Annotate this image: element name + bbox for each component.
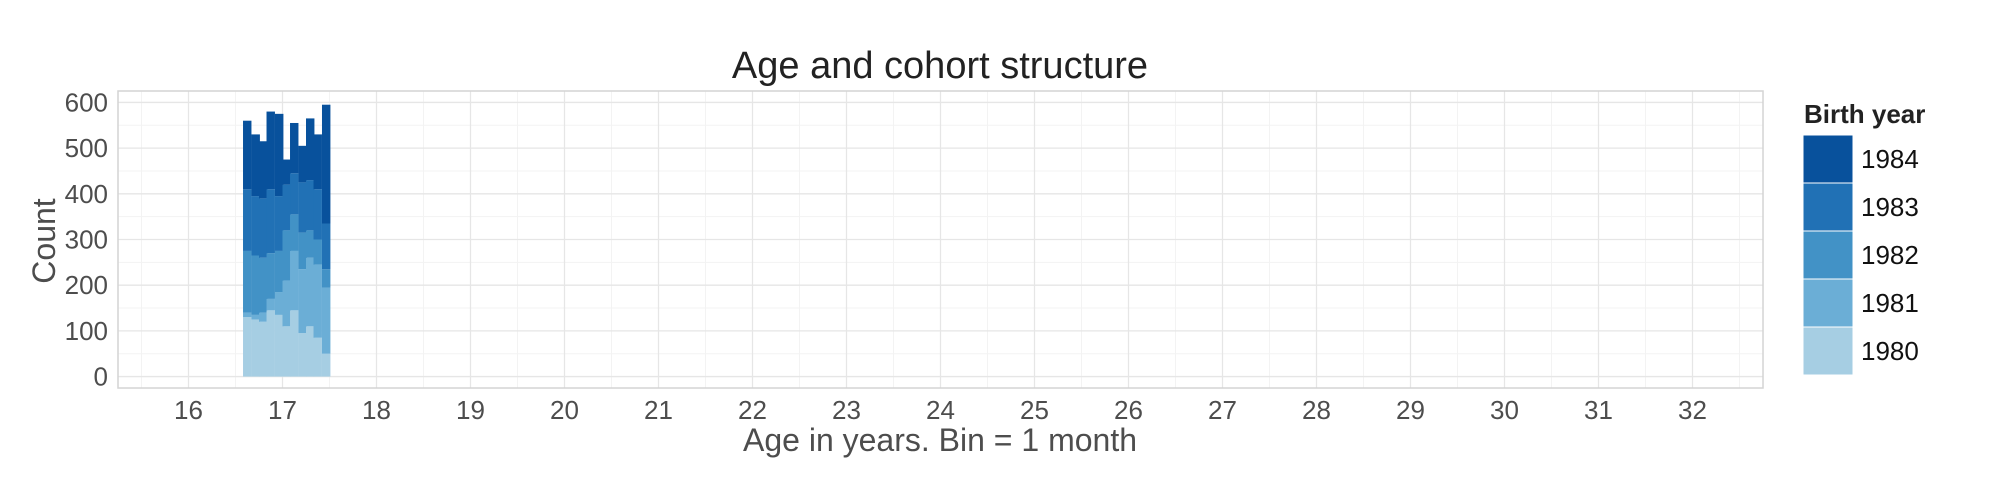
bar-segment-1983: [266, 189, 275, 254]
y-tick-label: 100: [65, 316, 108, 346]
legend: 1984 1983 1982 1981 1980: [1802, 134, 1919, 376]
bar-segment-1981: [266, 298, 275, 311]
bar-segment-1980: [251, 319, 260, 377]
legend-label-1983: 1983: [1861, 192, 1919, 222]
bar-segment-1980: [243, 317, 252, 377]
bar-segment-1984: [266, 111, 275, 190]
y-tick-label: 300: [65, 225, 108, 255]
bar-segment-1980: [259, 321, 268, 377]
bar-segment-1983: [313, 189, 322, 240]
bar-segment-1980: [274, 314, 284, 377]
bar-segment-1982: [306, 230, 315, 258]
x-tick-label: 28: [1302, 395, 1331, 425]
bar-segment-1983: [321, 223, 331, 270]
bar-segment-1981: [290, 250, 299, 311]
y-axis-title: Count: [26, 198, 62, 284]
y-tick-label: 200: [65, 270, 108, 300]
legend-key-1982: [1802, 230, 1854, 280]
bar-segment-1982: [243, 250, 252, 313]
bar-segment-1980: [282, 326, 291, 377]
bar-segment-1983: [274, 196, 284, 251]
bar-segment-1983: [298, 182, 307, 233]
bar-segment-1981: [243, 312, 252, 318]
bar-segment-1984: [306, 118, 315, 181]
bar-segment-1984: [274, 113, 284, 197]
legend-key-1980: [1802, 326, 1854, 376]
x-tick-label: 23: [832, 395, 861, 425]
bar-segment-1980: [266, 310, 275, 377]
bar-segment-1984: [313, 134, 322, 190]
bar-segment-1982: [251, 255, 260, 315]
legend-key-1984: [1802, 134, 1854, 184]
bar-segment-1984: [259, 141, 268, 199]
legend-label-1980: 1980: [1861, 336, 1919, 366]
bar-segment-1983: [282, 184, 291, 231]
bar-segment-1981: [298, 269, 307, 334]
bar-segment-1984: [321, 104, 331, 224]
bar-segment-1981: [321, 287, 331, 354]
bar-segment-1981: [274, 292, 284, 315]
bar-segment-1981: [259, 312, 268, 322]
bar-segment-1981: [282, 280, 291, 327]
x-tick-label: 24: [926, 395, 955, 425]
x-tick-label: 30: [1490, 395, 1519, 425]
x-tick-label: 19: [456, 395, 485, 425]
y-tick-label: 400: [65, 179, 108, 209]
legend-title: Birth year: [1804, 99, 1925, 129]
x-axis-title: Age in years. Bin = 1 month: [743, 422, 1137, 458]
y-tick-label: 0: [94, 362, 108, 392]
x-tick-label: 26: [1114, 395, 1143, 425]
x-tick-label: 18: [362, 395, 391, 425]
bar-segment-1981: [251, 314, 260, 320]
legend-label-1984: 1984: [1861, 144, 1919, 174]
y-tick-label: 500: [65, 133, 108, 163]
x-tick-label: 29: [1396, 395, 1425, 425]
bar-segment-1984: [243, 120, 252, 190]
bar-segment-1983: [290, 173, 299, 215]
bar-segment-1983: [306, 180, 315, 231]
bar-segment-1982: [290, 214, 299, 251]
bar-segment-1984: [298, 145, 307, 183]
bar-segment-1982: [282, 230, 291, 281]
panel-border: [117, 90, 1764, 389]
bar-segment-1982: [313, 239, 322, 265]
bar-segment-1982: [266, 253, 275, 299]
x-tick-label: 16: [174, 395, 203, 425]
legend-key-1981: [1802, 278, 1854, 328]
bar-segment-1984: [251, 134, 260, 197]
chart-title: Age and cohort structure: [732, 45, 1148, 87]
x-tick-label: 31: [1584, 395, 1613, 425]
bar-segment-1983: [251, 196, 260, 256]
x-tick-label: 20: [550, 395, 579, 425]
bar-segment-1980: [313, 337, 322, 377]
bar-segment-1984: [290, 122, 299, 174]
x-tick-label: 32: [1678, 395, 1707, 425]
x-tick-label: 21: [644, 395, 673, 425]
y-tick-label: 600: [65, 87, 108, 117]
x-tick-label: 17: [268, 395, 297, 425]
bar-segment-1980: [306, 326, 315, 377]
x-tick-label: 22: [738, 395, 767, 425]
legend-label-1982: 1982: [1861, 240, 1919, 270]
x-tick-label: 27: [1208, 395, 1237, 425]
legend-key-1983: [1802, 182, 1854, 232]
x-tick-label: 25: [1020, 395, 1049, 425]
bar-segment-1980: [290, 310, 299, 377]
bar-segment-1983: [259, 198, 268, 258]
bar-segment-1980: [321, 353, 331, 377]
bar-segment-1980: [298, 333, 307, 377]
bar-segment-1982: [298, 232, 307, 270]
bar-segment-1984: [282, 159, 291, 185]
bar-segment-1983: [243, 189, 252, 251]
plot-area: 16 17 18 19 20 21 22 23 24 25 26 27 28 29 30 31 32 0 100 20…: [65, 87, 1764, 425]
bar-segment-1982: [274, 250, 284, 293]
bar-segment-1982: [321, 269, 331, 288]
bar-segment-1982: [259, 257, 268, 313]
bar-segment-1981: [306, 257, 315, 327]
bar-segment-1981: [313, 264, 322, 338]
legend-label-1981: 1981: [1861, 288, 1919, 318]
